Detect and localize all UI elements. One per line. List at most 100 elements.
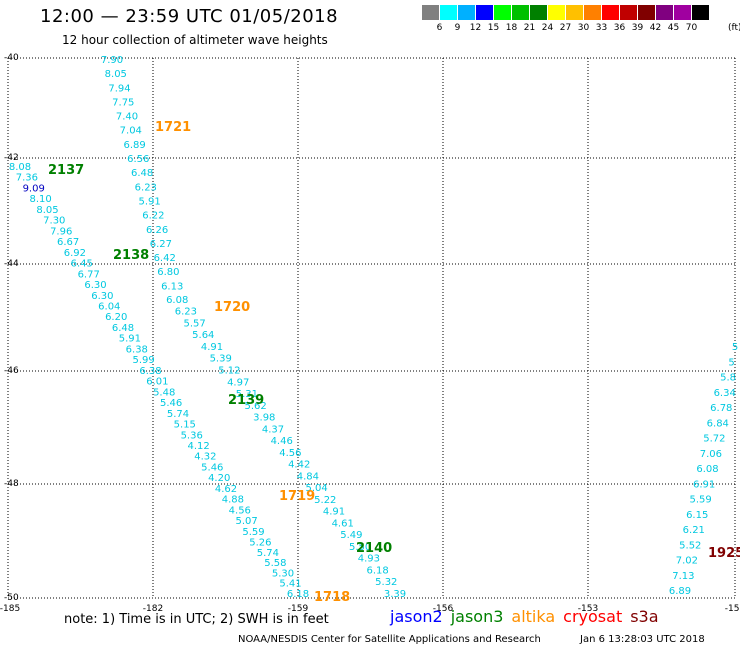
wave-height-value: 6.67: [57, 237, 79, 248]
legend-label: 18: [505, 23, 518, 33]
wave-height-value: 6.56: [127, 154, 149, 165]
legend-swatch: [494, 5, 511, 20]
latitude-label: -46: [4, 366, 19, 376]
longitude-label: -156: [433, 604, 454, 614]
satellite-name: altika: [511, 607, 556, 626]
pass-number-label: 1721: [155, 120, 191, 135]
wave-height-value: 5.8: [720, 373, 736, 384]
wave-height-value: 6.78: [710, 403, 732, 414]
satellite-name: jason3: [450, 607, 504, 626]
wave-height-value: 5.32: [375, 577, 397, 588]
longitude-label: -182: [143, 604, 163, 614]
footer-timestamp: Jan 6 13:28:03 UTC 2018: [580, 634, 705, 645]
wave-height-value: 5.04: [305, 483, 327, 494]
wave-height-value: 7.13: [672, 571, 694, 582]
wave-height-value: 7.02: [676, 556, 698, 567]
wave-height-value: 5.64: [192, 330, 214, 341]
wave-height-value: 5.49: [340, 530, 362, 541]
legend-label: 30: [577, 23, 590, 33]
wave-height-value: 5.26: [249, 538, 271, 549]
wave-height-value: 6.48: [131, 168, 153, 179]
wave-height-value: 6.80: [157, 267, 179, 278]
pass-number-label: 1720: [214, 300, 250, 315]
wave-height-value: 5.52: [679, 540, 701, 551]
wave-height-value: 5.58: [264, 558, 286, 569]
legend-label: 6: [436, 23, 443, 33]
latitude-label: -50: [4, 593, 19, 603]
satellite-name: s3a: [630, 607, 659, 626]
longitude-label: -185: [0, 604, 20, 614]
legend-label: 39: [631, 23, 644, 33]
pass-number-label: 2140: [356, 541, 392, 556]
wave-height-value: 6.30: [84, 280, 106, 291]
satellite-name: cryosat: [563, 607, 623, 626]
legend-label: 27: [559, 23, 572, 33]
latitude-label: -44: [4, 259, 19, 269]
wave-height-value: 6.38: [126, 344, 148, 355]
legend-label: 9: [454, 23, 461, 33]
wave-height-value: 6.08: [166, 295, 188, 306]
legend-swatch: [566, 5, 583, 20]
wave-height-value: 6.23: [175, 307, 197, 318]
wave-height-value: 4.56: [279, 448, 301, 459]
wave-height-value: 5.39: [210, 354, 232, 365]
latitude-label: -40: [4, 53, 19, 63]
wave-height-value: 6.77: [78, 269, 100, 280]
wave-height-value: 4.91: [323, 507, 345, 518]
wave-height-value: 5.36: [181, 430, 203, 441]
wave-height-value: 7.30: [43, 216, 65, 227]
satellite-legend: jason2 jason3 altika cryosat s3a: [390, 607, 667, 626]
longitude-label: -153: [578, 604, 598, 614]
wave-height-value: 6.20: [105, 312, 127, 323]
wave-height-value: 5.12: [218, 366, 240, 377]
wave-height-value: 8.05: [105, 69, 127, 80]
longitude-label: -159: [288, 604, 309, 614]
wave-height-value: 5.59: [242, 527, 264, 538]
wave-height-value: 5.07: [235, 516, 257, 527]
wave-height-value: 5.31: [236, 389, 258, 400]
footer-credit: NOAA/NESDIS Center for Satellite Applica…: [238, 634, 541, 645]
wave-height-value: 5.22: [314, 495, 336, 506]
wave-height-value: 5.91: [119, 334, 141, 345]
wave-height-value: 8.08: [9, 162, 31, 173]
wave-height-value: 4.84: [297, 471, 319, 482]
wave-height-value: 5.74: [257, 548, 279, 559]
wave-height-value: 5.15: [174, 420, 196, 431]
wave-height-value: 8.05: [36, 205, 58, 216]
wave-height-value: 4.62: [215, 484, 237, 495]
wave-height-value: 6.18: [366, 566, 388, 577]
legend-swatch: [548, 5, 565, 20]
wave-height-value: 6.48: [112, 323, 134, 334]
wave-height-value: 5.99: [132, 355, 154, 366]
wave-height-value: 6.04: [98, 302, 120, 313]
legend-swatch: [476, 5, 493, 20]
wave-height-value: 6.42: [154, 253, 176, 264]
pass-number-label: 2139: [228, 393, 264, 408]
wave-height-value: 5.46: [160, 398, 182, 409]
wave-height-value: 3.39: [384, 589, 406, 600]
legend-label: 70: [685, 23, 698, 33]
wave-height-value: 5.74: [167, 409, 189, 420]
wave-height-value: 6.01: [146, 377, 168, 388]
wave-height-value: 4.37: [262, 424, 284, 435]
legend-swatch: [512, 5, 529, 20]
wave-height-value: 7.04: [120, 126, 142, 137]
wave-height-value: 7.40: [116, 112, 138, 123]
legend-swatch: [656, 5, 673, 20]
wave-height-value: 5.59: [689, 495, 711, 506]
wave-height-value: 6.30: [91, 291, 113, 302]
legend-swatch: [638, 5, 655, 20]
wave-height-value: 6.15: [686, 510, 708, 521]
wave-height-value: 7.06: [700, 449, 722, 460]
pass-number-label: 2138: [113, 248, 149, 263]
legend-swatch: [602, 5, 619, 20]
legend-swatch: [584, 5, 601, 20]
latitude-label: -42: [4, 153, 19, 163]
legend-swatch: [440, 5, 457, 20]
wave-height-value: 8.10: [29, 194, 51, 205]
wave-height-value: 6.89: [669, 586, 691, 597]
longitude-label: -150: [725, 604, 740, 614]
wave-height-value: 4.32: [194, 452, 216, 463]
legend-swatch: [620, 5, 637, 20]
wave-height-value: 5: [728, 357, 734, 368]
